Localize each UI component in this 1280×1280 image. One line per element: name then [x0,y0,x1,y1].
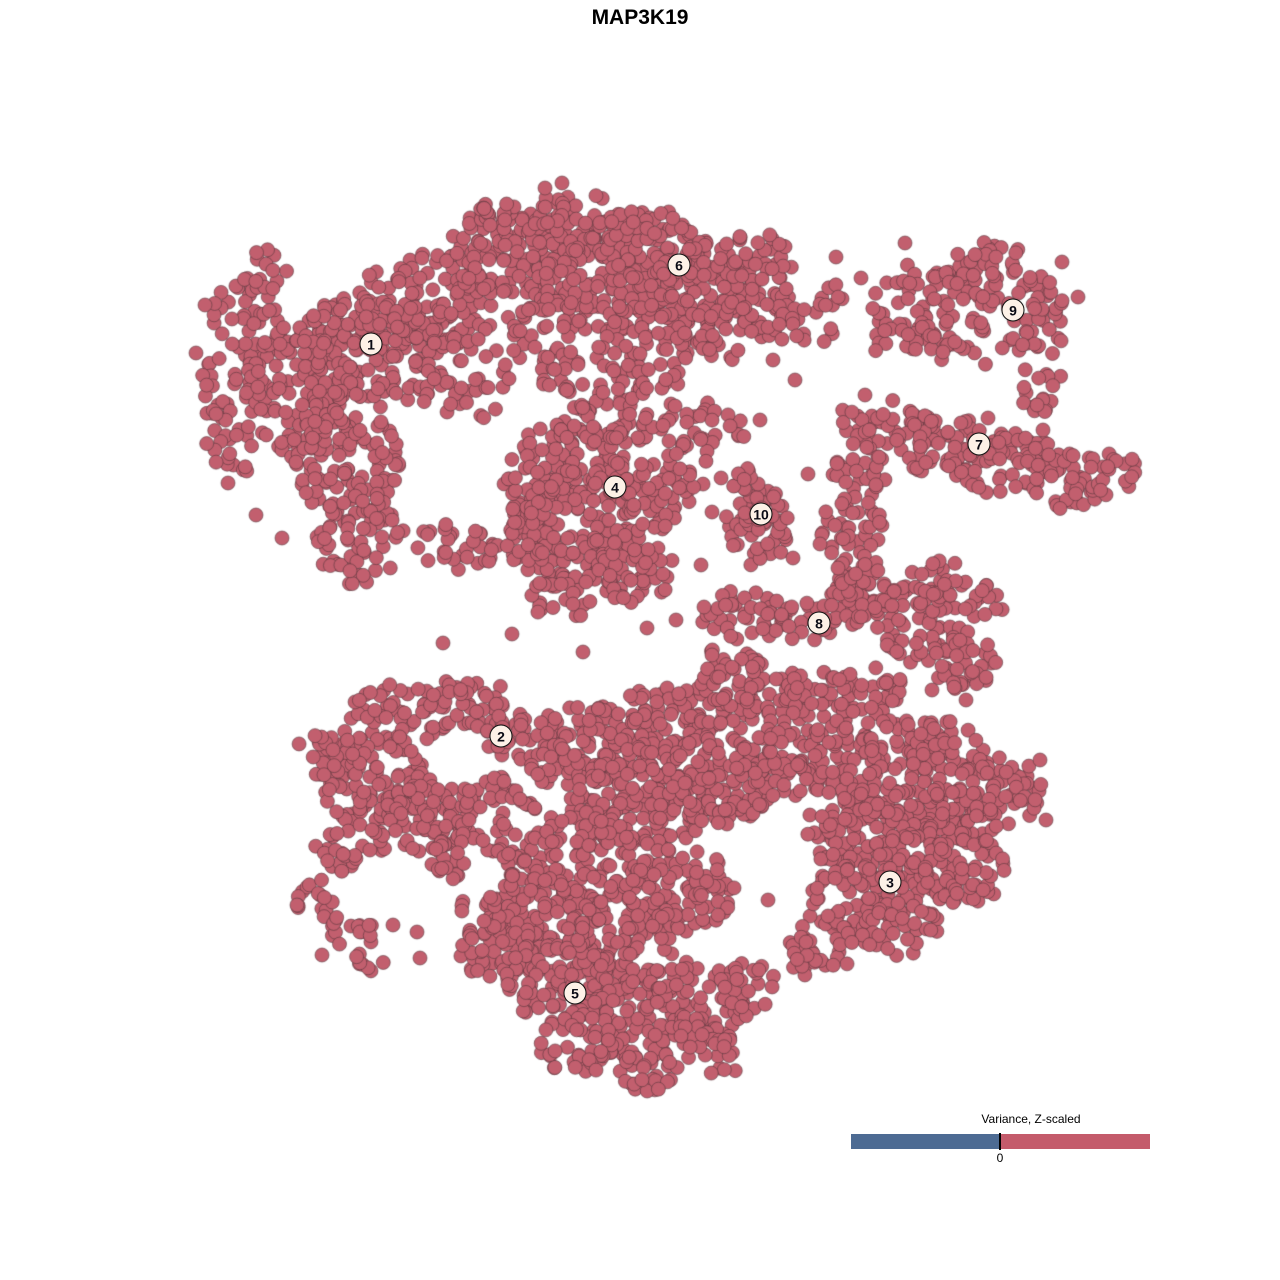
cluster-label-badge: 10 [749,502,773,526]
cluster-label-badge: 4 [603,475,627,499]
legend-title: Variance, Z-scaled [981,1112,1081,1126]
cluster-label-badge: 2 [489,724,513,748]
plot-title: MAP3K19 [591,6,689,29]
cluster-label-badge: 1 [359,332,383,356]
cluster-label-badge: 9 [1001,298,1025,322]
cluster-label-badge: 7 [967,432,991,456]
cluster-label-badge: 5 [563,981,587,1005]
cluster-label-badge: 6 [667,253,691,277]
cluster-label-badge: 3 [878,870,902,894]
cluster-label-badge: 8 [807,611,831,635]
legend-zero-divider [999,1133,1001,1150]
legend-zero-tick: 0 [996,1151,1004,1165]
